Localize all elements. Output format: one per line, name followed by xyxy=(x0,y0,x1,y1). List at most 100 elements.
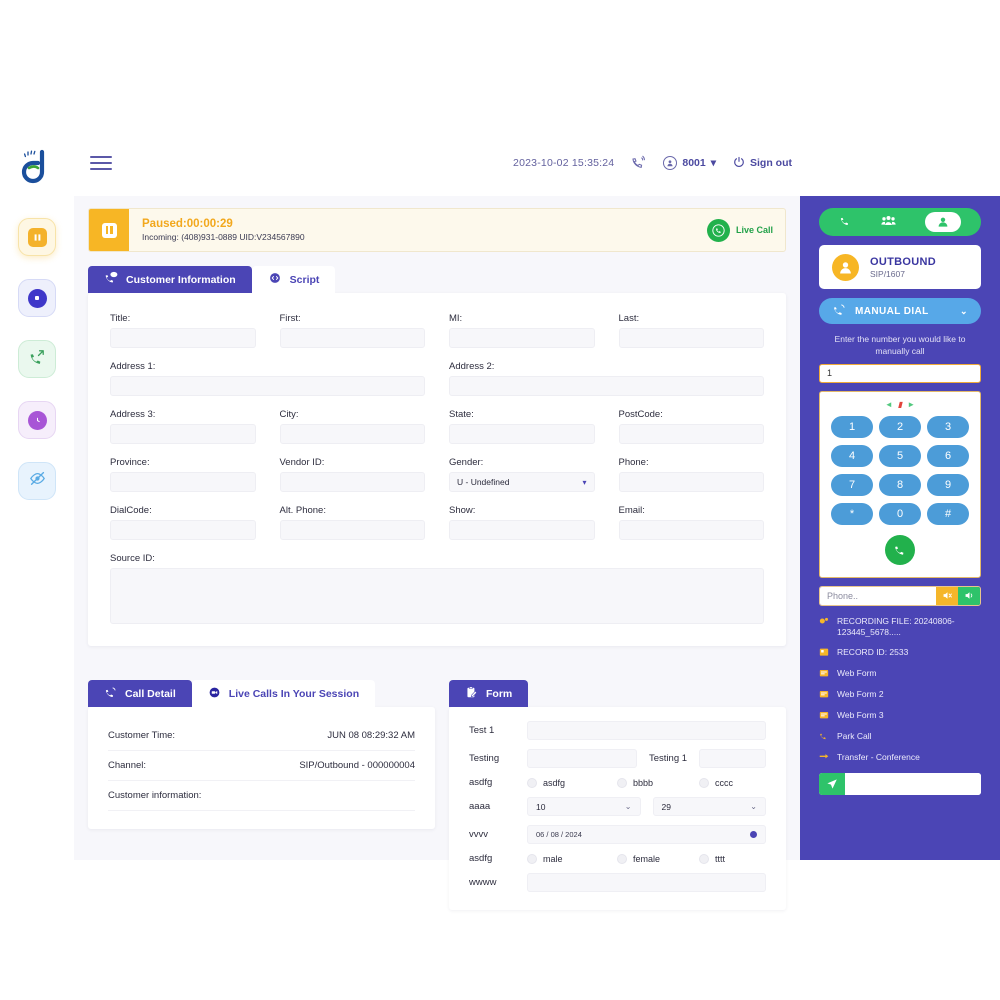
message-input[interactable] xyxy=(845,773,981,796)
rail-item-pause[interactable] xyxy=(18,218,56,256)
chevron-down-icon: ⌄ xyxy=(750,802,757,811)
rail-item-history[interactable] xyxy=(18,401,56,439)
key-1[interactable]: 1 xyxy=(831,415,873,438)
speaker-mute-icon[interactable] xyxy=(936,586,958,605)
show-input[interactable] xyxy=(449,520,595,540)
live-call-button[interactable]: Live Call xyxy=(706,209,773,251)
dialcode-input[interactable] xyxy=(110,520,256,540)
gender-select[interactable]: U - Undefined ▾ xyxy=(449,472,595,492)
manual-dial-dropdown[interactable]: MANUAL DIAL ⌄ xyxy=(819,298,981,324)
detail-label: Channel: xyxy=(108,760,147,771)
rail-item-hide[interactable] xyxy=(18,462,56,500)
radio-option[interactable]: bbbb xyxy=(617,777,687,788)
key-8[interactable]: 8 xyxy=(879,473,921,496)
radio-option[interactable]: asdfg xyxy=(527,777,605,788)
testing1-input[interactable] xyxy=(699,749,766,768)
phone-input[interactable]: Phone.. xyxy=(820,586,936,605)
hamburger-icon[interactable] xyxy=(86,148,116,178)
testing-input[interactable] xyxy=(527,749,637,768)
action-record-id[interactable]: RECORD ID: 2533 xyxy=(819,647,981,660)
aaaa-select-1[interactable]: 10 ⌄ xyxy=(527,797,641,816)
province-input[interactable] xyxy=(110,472,256,492)
form-row: Title: First: MI: Last: xyxy=(110,313,764,348)
last-input[interactable] xyxy=(618,328,764,348)
tab-customer-information[interactable]: Customer Information xyxy=(88,266,252,293)
phone-icon[interactable] xyxy=(839,214,852,230)
action-park-call[interactable]: Park Call xyxy=(819,731,981,744)
key-9[interactable]: 9 xyxy=(927,473,969,496)
dialer-panel: OUTBOUND SIP/1607 MANUAL DIAL ⌄ Enter th… xyxy=(800,196,1000,860)
aaaa-select-2[interactable]: 29 ⌄ xyxy=(652,797,766,816)
test1-input[interactable] xyxy=(527,721,766,740)
key-star[interactable]: * xyxy=(831,502,873,525)
banner-pause-icon[interactable] xyxy=(89,209,129,251)
action-web-form-2[interactable]: Web Form 2 xyxy=(819,689,981,702)
action-web-form-3[interactable]: Web Form 3 xyxy=(819,710,981,723)
send-icon[interactable] xyxy=(819,773,845,796)
field-address1: Address 1: xyxy=(110,361,425,396)
vendor-id-input[interactable] xyxy=(279,472,425,492)
radio-option[interactable]: male xyxy=(527,853,605,864)
first-input[interactable] xyxy=(279,328,425,348)
rail-item-stop-record[interactable] xyxy=(18,279,56,317)
phone-input[interactable] xyxy=(618,472,764,492)
mi-input[interactable] xyxy=(449,328,595,348)
detail-label: Customer information: xyxy=(108,790,202,801)
app-logo[interactable] xyxy=(12,142,60,190)
address2-input[interactable] xyxy=(449,376,764,396)
action-web-form-1[interactable]: Web Form xyxy=(819,668,981,681)
action-recording-file[interactable]: RECORDING FILE: 20240806-123445_5678....… xyxy=(819,616,981,639)
address3-input[interactable] xyxy=(110,424,256,444)
radio-dot-icon xyxy=(527,853,537,864)
speaker-on-icon[interactable] xyxy=(958,586,980,605)
key-2[interactable]: 2 xyxy=(879,415,921,438)
tab-label: Form xyxy=(486,687,513,700)
title-input[interactable] xyxy=(110,328,256,348)
extension-menu[interactable]: 8001 ▾ xyxy=(663,156,716,170)
person-icon[interactable] xyxy=(924,212,961,232)
wwww-input[interactable] xyxy=(527,873,766,892)
field-dialcode: DialCode: xyxy=(110,505,256,540)
tab-live-calls[interactable]: Live Calls In Your Session xyxy=(191,680,376,707)
keypad-grid: 1 2 3 4 5 6 7 8 9 * 0 # xyxy=(831,415,969,525)
radio-label: tttt xyxy=(715,853,726,864)
sign-out-button[interactable]: Sign out xyxy=(733,156,792,171)
email-input[interactable] xyxy=(618,520,764,540)
address1-input[interactable] xyxy=(110,376,425,396)
key-7[interactable]: 7 xyxy=(831,473,873,496)
tab-script[interactable]: Script xyxy=(251,266,336,293)
state-input[interactable] xyxy=(449,424,595,444)
phone-ring-icon[interactable] xyxy=(631,154,646,172)
key-4[interactable]: 4 xyxy=(831,444,873,467)
top-bar-right: 2023-10-02 15:35:24 8001 ▾ xyxy=(513,154,1000,172)
action-label: RECORDING FILE: 20240806-123445_5678....… xyxy=(837,615,955,638)
action-transfer-conference[interactable]: Transfer - Conference xyxy=(819,752,981,765)
group-icon[interactable] xyxy=(881,214,896,230)
alt-phone-input[interactable] xyxy=(279,520,425,540)
source-id-input[interactable] xyxy=(110,568,764,624)
outbound-card[interactable]: OUTBOUND SIP/1607 xyxy=(819,245,981,289)
field-province: Province: xyxy=(110,457,256,492)
key-6[interactable]: 6 xyxy=(927,444,969,467)
vvvv-date-input[interactable]: 06 / 08 / 2024 xyxy=(527,825,766,844)
field-label: PostCode: xyxy=(618,409,663,420)
key-5[interactable]: 5 xyxy=(879,444,921,467)
radio-option[interactable]: female xyxy=(617,853,687,864)
tab-call-detail[interactable]: Call Detail xyxy=(88,680,192,707)
field-label: City: xyxy=(279,409,299,420)
call-button[interactable] xyxy=(885,534,915,565)
call-detail-tabs: Call Detail Live Calls In Your Session xyxy=(88,680,435,707)
radio-option[interactable]: tttt xyxy=(699,853,726,864)
key-3[interactable]: 3 xyxy=(927,415,969,438)
radio-dot-icon xyxy=(699,853,709,864)
key-0[interactable]: 0 xyxy=(879,502,921,525)
manual-number-input[interactable]: 1 xyxy=(819,363,981,383)
postcode-input[interactable] xyxy=(618,424,764,444)
key-hash[interactable]: # xyxy=(927,502,969,525)
city-input[interactable] xyxy=(279,424,425,444)
rail-item-transfer-call[interactable] xyxy=(18,340,56,378)
radio-option[interactable]: cccc xyxy=(699,777,733,788)
date-picker-icon[interactable] xyxy=(750,831,757,838)
tab-form[interactable]: Form xyxy=(449,680,529,707)
